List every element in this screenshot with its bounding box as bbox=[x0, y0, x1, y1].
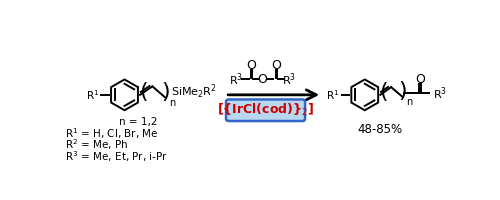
Text: n: n bbox=[406, 97, 412, 107]
Text: R$^2$ = Me, Ph: R$^2$ = Me, Ph bbox=[65, 137, 128, 152]
Text: R$^1$: R$^1$ bbox=[326, 88, 339, 102]
Text: R$^3$: R$^3$ bbox=[433, 85, 447, 102]
Text: R$^3$: R$^3$ bbox=[282, 71, 296, 88]
Text: R$^1$: R$^1$ bbox=[86, 88, 99, 102]
Text: n: n bbox=[168, 98, 175, 108]
Text: R$^3$ = Me, Et, Pr, i-Pr: R$^3$ = Me, Et, Pr, i-Pr bbox=[65, 149, 168, 164]
Text: [{IrCl(cod)}$_2$]: [{IrCl(cod)}$_2$] bbox=[217, 102, 314, 118]
Text: ): ) bbox=[398, 81, 407, 101]
Text: SiMe$_2$R$^2$: SiMe$_2$R$^2$ bbox=[171, 83, 217, 101]
Text: O: O bbox=[415, 73, 424, 86]
Text: O: O bbox=[272, 59, 281, 72]
Text: (: ( bbox=[379, 82, 388, 102]
Text: O: O bbox=[258, 73, 268, 86]
Text: O: O bbox=[246, 59, 256, 72]
Text: R$^3$: R$^3$ bbox=[229, 71, 243, 88]
Text: (: ( bbox=[139, 82, 147, 102]
Text: 48-85%: 48-85% bbox=[358, 123, 403, 136]
Text: n = 1,2: n = 1,2 bbox=[119, 117, 158, 127]
Text: R$^1$ = H, Cl, Br, Me: R$^1$ = H, Cl, Br, Me bbox=[65, 126, 158, 141]
FancyBboxPatch shape bbox=[226, 99, 305, 121]
Text: ): ) bbox=[162, 82, 170, 102]
